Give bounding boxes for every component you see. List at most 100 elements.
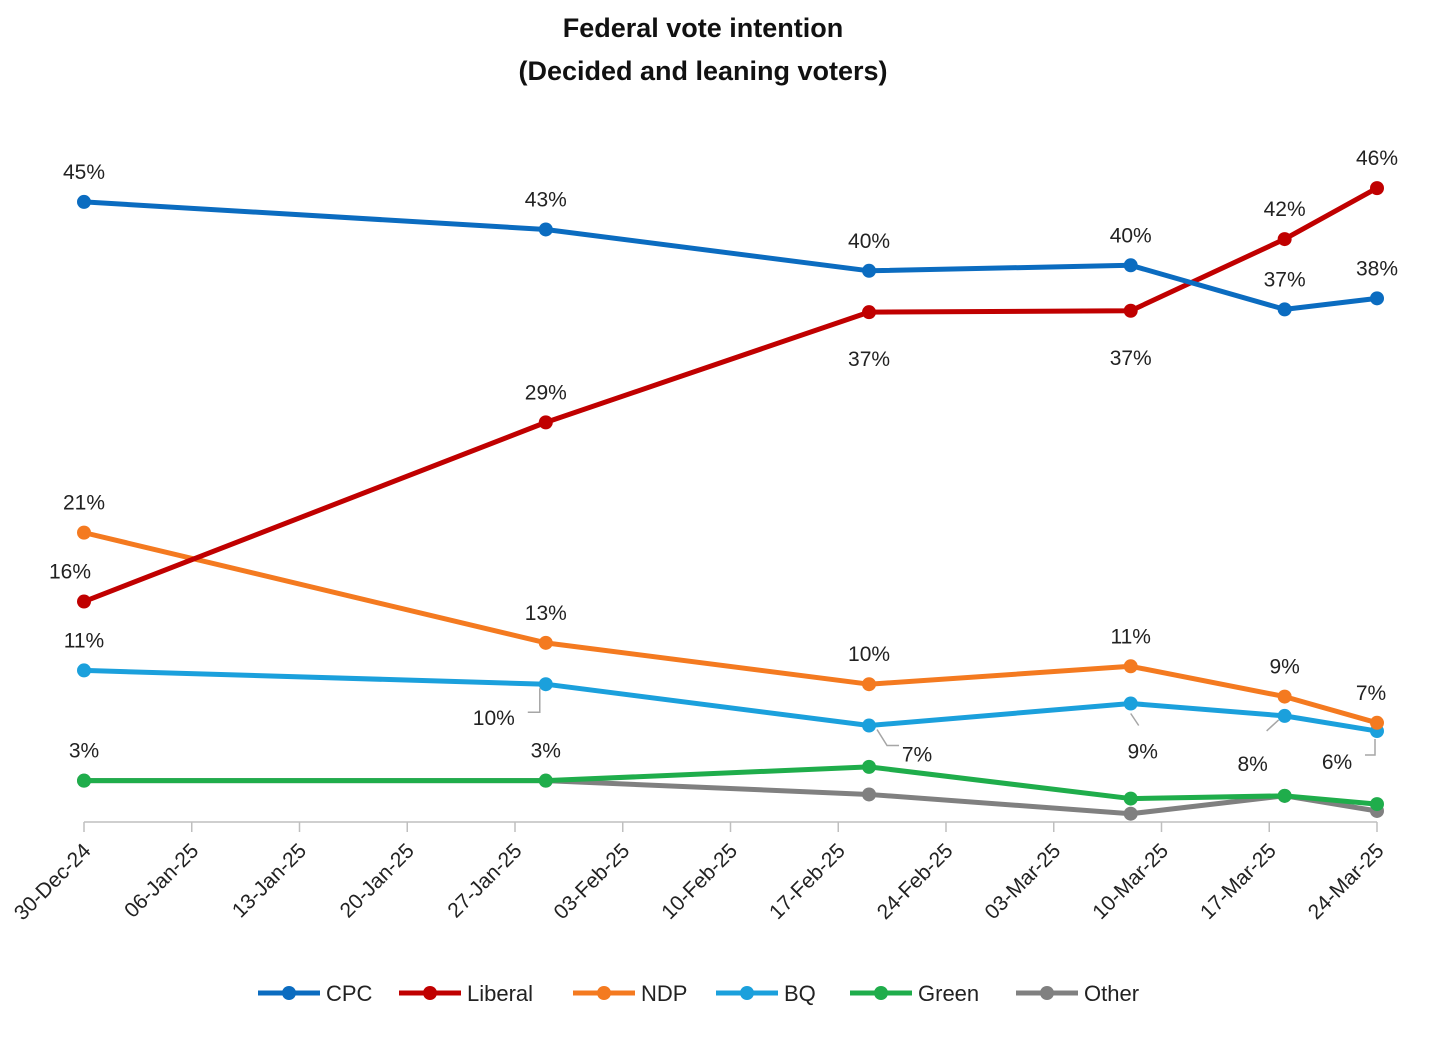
data-point [1277, 708, 1292, 723]
x-tick-label: 10-Feb-25 [657, 839, 742, 924]
series-line [83, 199, 1378, 312]
data-point [1123, 303, 1138, 318]
x-tick-label: 13-Jan-25 [228, 839, 311, 922]
data-point [862, 718, 877, 733]
x-tick-label: 17-Feb-25 [765, 839, 850, 924]
x-tick-label: 06-Jan-25 [120, 839, 203, 922]
series-bq [77, 663, 1384, 739]
series-lines [77, 181, 1384, 821]
data-point [1370, 181, 1384, 196]
series-ndp [77, 525, 1384, 730]
data-point [1277, 302, 1292, 317]
data-point [862, 305, 877, 320]
legend-label: CPC [326, 981, 373, 1006]
data-point [77, 194, 91, 209]
data-point [1370, 797, 1384, 812]
data-label: 16% [49, 561, 91, 584]
x-tick-label: 10-Mar-25 [1088, 839, 1173, 924]
data-point [77, 594, 91, 609]
data-point [1123, 258, 1138, 273]
data-label: 37% [1264, 268, 1306, 291]
data-point [77, 525, 91, 540]
data-label: 42% [1264, 198, 1306, 221]
x-tick-label: 03-Feb-25 [550, 839, 635, 924]
label-leader-line [1266, 719, 1280, 732]
data-label: 37% [1110, 347, 1152, 370]
data-point [1277, 689, 1292, 704]
data-point [862, 263, 877, 278]
data-point [1123, 659, 1138, 674]
data-label: 9% [1269, 656, 1299, 679]
data-label: 40% [1110, 224, 1152, 247]
data-label: 9% [1128, 740, 1158, 763]
data-label: 37% [848, 348, 890, 371]
legend-label: BQ [784, 981, 816, 1006]
legend-marker [597, 986, 611, 1000]
legend-item-green: Green [850, 981, 979, 1006]
x-tick-label: 03-Mar-25 [981, 839, 1066, 924]
series-line [83, 530, 1378, 726]
label-leader-line [1365, 739, 1376, 756]
x-tick-label: 17-Mar-25 [1196, 839, 1281, 924]
label-leader-line [876, 729, 900, 747]
data-point [538, 773, 553, 788]
legend-item-other: Other [1016, 981, 1139, 1006]
data-point [1370, 291, 1384, 306]
data-labels: 45% 43% 40% 40% 37% 38% 16% 29% 37% 37% 42% 46% 21% 1… [49, 147, 1398, 776]
data-label: 6% [1322, 751, 1352, 774]
data-label: 3% [531, 740, 561, 763]
label-leader-line [1130, 713, 1140, 726]
legend: CPC Liberal NDP BQ Green Other [258, 981, 1139, 1006]
data-label: 13% [525, 602, 567, 625]
data-label: 40% [848, 230, 890, 253]
legend-label: Liberal [467, 981, 533, 1006]
data-point [1277, 232, 1292, 247]
series-line [84, 764, 1378, 807]
chart-subtitle: (Decided and leaning voters) [518, 56, 887, 86]
series-line [83, 667, 1378, 734]
data-point [538, 222, 553, 237]
data-label: 43% [525, 188, 567, 211]
legend-marker [423, 986, 437, 1000]
data-point [1370, 715, 1384, 730]
data-label: 10% [473, 707, 515, 730]
data-point [538, 415, 553, 430]
series-green [77, 759, 1384, 812]
data-point [862, 787, 877, 802]
data-label: 3% [69, 740, 99, 763]
legend-marker [740, 986, 754, 1000]
legend-marker [1040, 986, 1054, 1000]
data-point [1123, 696, 1138, 711]
legend-marker [282, 986, 296, 1000]
data-point [1123, 791, 1138, 806]
data-label: 11% [1110, 625, 1150, 648]
data-point [538, 677, 553, 692]
data-label: 29% [525, 381, 567, 404]
data-label: 21% [63, 492, 105, 515]
legend-item-bq: BQ [716, 981, 816, 1006]
chart-title: Federal vote intention [563, 13, 844, 43]
legend-item-cpc: CPC [258, 981, 373, 1006]
legend-label: Green [918, 981, 979, 1006]
data-label: 7% [902, 744, 932, 767]
series-cpc [77, 194, 1384, 317]
legend-item-ndp: NDP [573, 981, 687, 1006]
legend-item-liberal: Liberal [399, 981, 533, 1006]
data-point [862, 677, 877, 692]
data-label: 11% [64, 629, 104, 652]
series-liberal [77, 181, 1384, 609]
data-label: 8% [1237, 753, 1267, 776]
x-tick-label: 24-Mar-25 [1304, 839, 1389, 924]
legend-label: Other [1084, 981, 1139, 1006]
label-leader-line [527, 688, 541, 713]
data-label: 10% [848, 643, 890, 666]
data-point [77, 773, 91, 788]
legend-marker [874, 986, 888, 1000]
data-point [77, 663, 91, 678]
data-label: 38% [1356, 257, 1398, 280]
series-line [83, 185, 1379, 604]
data-point [862, 759, 877, 774]
data-point [1123, 806, 1138, 821]
x-tick-label: 24-Feb-25 [873, 839, 958, 924]
